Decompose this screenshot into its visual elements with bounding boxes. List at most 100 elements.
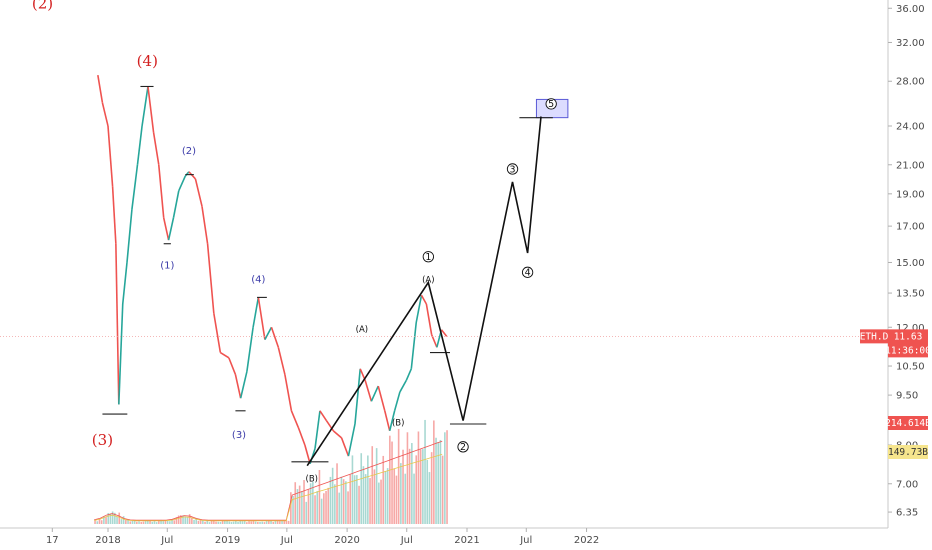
price-segment bbox=[415, 295, 423, 323]
volume-bar bbox=[296, 489, 299, 524]
volume-bar bbox=[116, 516, 118, 524]
volume-bar bbox=[120, 519, 123, 524]
wave-label-circle: 3 bbox=[510, 164, 516, 175]
price-segment bbox=[399, 379, 408, 393]
price-segment bbox=[347, 423, 356, 457]
volume-badge-red-label: 214.614B bbox=[885, 418, 931, 429]
volume-bar bbox=[404, 473, 407, 524]
volume-bar bbox=[364, 474, 367, 524]
volume-bar bbox=[444, 432, 446, 524]
price-segment bbox=[364, 379, 373, 402]
volume-bar bbox=[419, 449, 422, 524]
price-segment bbox=[157, 164, 165, 218]
volume-bar bbox=[131, 520, 134, 524]
volume-bar bbox=[111, 511, 114, 524]
wave-circle-4 bbox=[521, 266, 534, 278]
volume-bar bbox=[166, 520, 169, 524]
volume-bar bbox=[349, 474, 352, 524]
wave-labels: (2) (4) (3) (2) (1) (4) (3) (A) (B) (A) (B) 1 2 3 4 5 bbox=[32, 0, 557, 485]
volume-bar bbox=[290, 492, 292, 524]
price-segment bbox=[393, 391, 401, 412]
volume-bar bbox=[195, 517, 198, 524]
wave-label-red: (3) bbox=[92, 431, 113, 449]
volume-bar bbox=[342, 479, 345, 524]
time-tick-label: 2020 bbox=[334, 535, 359, 546]
price-segment bbox=[257, 297, 266, 340]
time-axis[interactable]: 17 2018 Jul 2019 Jul 2020 Jul 2021 Jul 2022 bbox=[46, 528, 599, 546]
volume-bar bbox=[272, 521, 275, 524]
volume-bar bbox=[353, 475, 356, 524]
price-segment bbox=[162, 217, 170, 241]
price-segment bbox=[152, 131, 160, 165]
volume-bar bbox=[259, 522, 261, 524]
volume-bar bbox=[191, 517, 193, 524]
volume-bar bbox=[393, 468, 396, 524]
price-segment bbox=[172, 190, 180, 218]
price-segment bbox=[284, 374, 293, 411]
price-tick-label: 7.00 bbox=[896, 479, 918, 490]
wave-circle-2 bbox=[457, 441, 469, 453]
volume-bar bbox=[151, 521, 154, 524]
price-tick-label: 10.50 bbox=[896, 362, 925, 373]
volume-bar bbox=[144, 521, 147, 524]
volume-bar bbox=[114, 512, 116, 524]
volume-bar bbox=[292, 495, 294, 524]
volume-bar bbox=[345, 481, 347, 524]
price-tick-label: 21.00 bbox=[896, 160, 925, 171]
volume-line-red bbox=[94, 440, 443, 521]
volume-bar bbox=[175, 517, 178, 524]
price-segment bbox=[304, 444, 311, 464]
price-segment bbox=[340, 437, 350, 457]
volume-bar bbox=[193, 519, 195, 524]
price-segment bbox=[126, 209, 133, 263]
price-segment bbox=[228, 357, 237, 375]
volume-bar bbox=[100, 520, 103, 524]
volume-bar bbox=[384, 471, 387, 524]
price-axis[interactable]: 36.00 32.00 28.00 24.00 21.00 19.00 17.00 15.00… bbox=[888, 4, 925, 519]
volume-bar bbox=[347, 491, 349, 524]
volume-bar bbox=[250, 521, 253, 524]
volume-bar bbox=[155, 522, 158, 524]
volume-bar bbox=[356, 475, 358, 524]
time-tick-label: 2019 bbox=[215, 535, 240, 546]
volume-badge-red bbox=[888, 416, 928, 430]
price-segment bbox=[425, 303, 433, 335]
last-price-badge bbox=[888, 329, 928, 358]
wave-label-blue: (2) bbox=[182, 146, 196, 157]
volume-bar bbox=[320, 498, 323, 524]
volume-bar bbox=[235, 520, 237, 524]
price-tick-label: 15.00 bbox=[896, 258, 925, 269]
price-segment bbox=[201, 206, 209, 244]
volume-bar bbox=[327, 487, 330, 524]
volume-bar bbox=[408, 448, 411, 524]
volume-line-yellow bbox=[94, 453, 443, 522]
wave-label-paren: (A) bbox=[356, 325, 368, 335]
volume-bar bbox=[129, 521, 132, 524]
volume-bar bbox=[382, 455, 385, 524]
volume-bar bbox=[257, 522, 259, 524]
price-segment bbox=[384, 410, 391, 432]
volume-bar bbox=[173, 520, 176, 524]
price-segment bbox=[111, 186, 117, 244]
volume-bar bbox=[340, 476, 343, 524]
price-segment bbox=[319, 410, 328, 422]
forecast-path bbox=[306, 116, 542, 467]
wave-circle-1 bbox=[422, 251, 434, 263]
volume-bar bbox=[164, 521, 167, 524]
price-tick-label: 9.50 bbox=[896, 391, 918, 402]
time-tick-label: Jul bbox=[400, 535, 413, 546]
price-tick-label: 19.00 bbox=[896, 189, 925, 200]
wave-label-red: (2) bbox=[32, 0, 53, 12]
volume-bar bbox=[221, 520, 224, 524]
wave-label-paren: (A) bbox=[422, 276, 434, 286]
price-segment bbox=[420, 294, 428, 305]
volume-bar bbox=[186, 517, 189, 524]
volume-bar bbox=[215, 521, 217, 524]
volume-bar bbox=[213, 520, 215, 524]
volume-bar bbox=[325, 490, 327, 524]
volume-bars bbox=[94, 419, 448, 524]
volume-bar bbox=[318, 470, 321, 524]
volume-bar bbox=[338, 492, 341, 524]
